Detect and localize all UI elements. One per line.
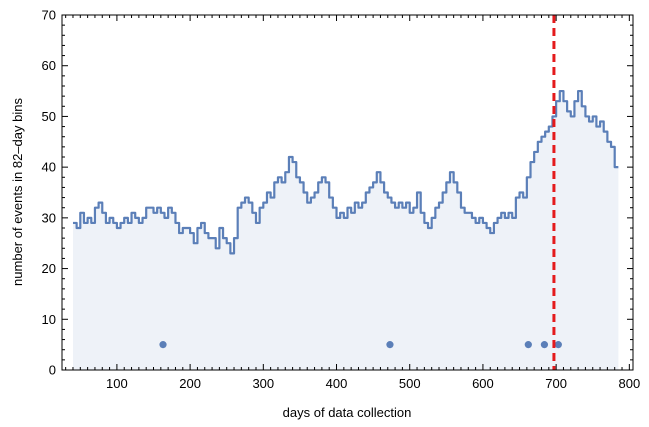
area-fill-layer <box>72 91 619 370</box>
series-layer <box>72 89 619 255</box>
y-tick-label: 70 <box>42 8 56 23</box>
scatter-point-5 <box>554 341 562 349</box>
x-tick-label: 300 <box>252 376 274 391</box>
x-tick-label: 800 <box>618 376 640 391</box>
plot-frame <box>61 14 634 371</box>
scatter-point-2 <box>386 341 394 349</box>
scatter-point-3 <box>524 341 532 349</box>
y-tick-label: 0 <box>49 363 56 378</box>
x-tick-label: 700 <box>545 376 567 391</box>
series-step-line <box>72 89 619 255</box>
y-axis-title: number of events in 82–day bins <box>10 98 25 286</box>
x-axis-title: days of data collection <box>283 405 412 420</box>
x-tick-label: 400 <box>326 376 348 391</box>
y-tick-label: 50 <box>42 109 56 124</box>
series-area-fill <box>72 91 619 370</box>
x-tick-label: 200 <box>179 376 201 391</box>
y-tick-label: 40 <box>42 160 56 175</box>
scatter-layer <box>159 341 562 349</box>
y-tick-label: 20 <box>42 261 56 276</box>
x-tick-label: 100 <box>106 376 128 391</box>
x-tick-label: 500 <box>399 376 421 391</box>
y-tick-label: 10 <box>42 312 56 327</box>
scatter-point-4 <box>540 341 549 349</box>
scatter-point-1 <box>159 341 167 349</box>
axes-layer: 100 200 300 400 500 600 700 800 0 10 20 30 40 50 60 70 <box>42 8 641 392</box>
y-tick-label: 30 <box>42 210 56 225</box>
x-tick-label: 600 <box>472 376 494 391</box>
y-tick-label: 60 <box>42 58 56 73</box>
